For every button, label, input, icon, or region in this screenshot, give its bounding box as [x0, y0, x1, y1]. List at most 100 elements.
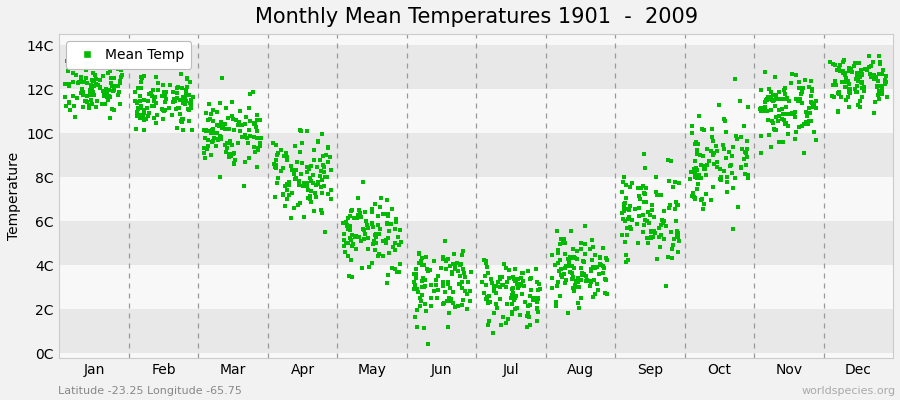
Point	[227, 127, 241, 133]
Point	[302, 166, 317, 172]
Point	[113, 80, 128, 86]
Point	[562, 269, 577, 275]
Point	[420, 266, 435, 272]
Point	[174, 118, 188, 124]
Point	[764, 89, 778, 95]
Point	[105, 74, 120, 81]
Point	[792, 78, 806, 85]
Point	[357, 236, 372, 242]
Point	[571, 279, 585, 285]
Point	[592, 261, 607, 267]
Point	[842, 88, 856, 94]
Point	[670, 249, 685, 255]
Point	[516, 291, 530, 298]
Point	[182, 107, 196, 113]
Point	[598, 290, 612, 296]
Point	[853, 98, 868, 105]
Point	[565, 276, 580, 282]
Point	[344, 257, 358, 263]
Point	[713, 176, 727, 183]
Point	[371, 213, 385, 219]
Point	[305, 180, 320, 186]
Point	[371, 221, 385, 228]
Point	[845, 69, 859, 76]
Point	[130, 62, 144, 68]
Point	[431, 287, 446, 294]
Point	[580, 277, 594, 283]
Point	[592, 262, 607, 269]
Point	[269, 165, 284, 172]
Point	[79, 75, 94, 81]
Point	[793, 95, 807, 102]
Point	[795, 100, 809, 106]
Point	[851, 101, 866, 108]
Point	[134, 85, 148, 91]
Point	[292, 182, 306, 189]
Point	[558, 264, 572, 271]
Point	[650, 192, 664, 198]
Point	[412, 251, 427, 257]
Point	[145, 93, 159, 99]
Point	[380, 280, 394, 287]
Point	[407, 286, 421, 292]
Point	[269, 157, 284, 164]
Point	[455, 278, 470, 285]
Point	[199, 127, 213, 134]
Point	[314, 131, 328, 137]
Point	[201, 136, 215, 143]
Point	[697, 162, 711, 169]
Point	[496, 314, 510, 320]
Point	[222, 151, 237, 157]
Point	[374, 195, 389, 202]
Point	[582, 282, 597, 289]
Point	[266, 140, 281, 146]
Point	[318, 229, 332, 235]
Point	[804, 99, 818, 105]
Point	[290, 159, 304, 166]
Point	[307, 147, 321, 153]
Point	[576, 258, 590, 265]
Point	[868, 110, 882, 116]
Point	[213, 133, 228, 139]
Point	[664, 255, 679, 262]
Point	[599, 254, 614, 261]
Point	[760, 96, 774, 102]
Point	[565, 263, 580, 269]
Point	[276, 190, 291, 197]
Point	[206, 126, 220, 132]
Point	[250, 134, 265, 141]
Point	[456, 270, 471, 276]
Point	[566, 274, 580, 280]
Point	[719, 129, 733, 136]
Point	[621, 206, 635, 213]
Point	[139, 116, 153, 122]
Point	[212, 123, 226, 129]
Point	[771, 118, 786, 124]
Point	[768, 102, 782, 109]
Point	[100, 90, 114, 96]
Point	[839, 96, 853, 103]
Point	[301, 195, 315, 201]
Point	[419, 254, 434, 260]
Point	[695, 196, 709, 202]
Point	[86, 70, 100, 77]
Point	[875, 87, 889, 94]
Point	[310, 194, 324, 200]
Point	[184, 105, 198, 111]
Point	[764, 106, 778, 113]
Bar	[59, 177, 893, 221]
Point	[572, 305, 587, 312]
Point	[767, 97, 781, 103]
Point	[224, 99, 238, 105]
Point	[391, 269, 405, 276]
Point	[616, 179, 631, 185]
Point	[150, 87, 165, 93]
Point	[698, 191, 713, 197]
Point	[868, 74, 882, 81]
Point	[505, 294, 519, 300]
Point	[487, 282, 501, 289]
Point	[137, 97, 151, 104]
Point	[867, 76, 881, 82]
Point	[147, 102, 161, 109]
Point	[314, 206, 328, 213]
